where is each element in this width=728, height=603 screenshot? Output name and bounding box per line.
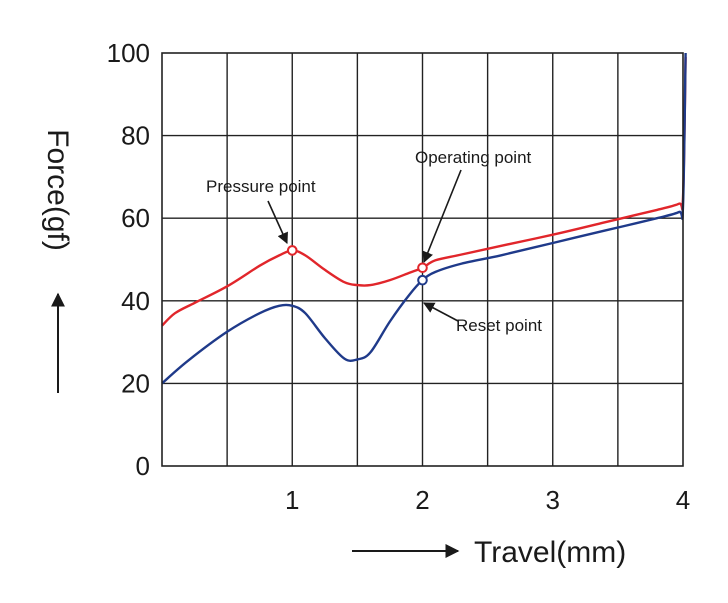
x-axis-title: Travel(mm) <box>474 536 626 569</box>
annotations: Pressure point Operating point Reset point <box>206 148 542 335</box>
y-tick-label: 40 <box>121 286 150 316</box>
y-axis-title: Force(gf) <box>41 129 74 251</box>
pressure-point-marker <box>286 245 298 256</box>
reset-point-marker <box>417 274 428 286</box>
grid <box>162 53 683 466</box>
y-tick-label: 20 <box>121 368 150 398</box>
plot-border <box>161 52 684 467</box>
reset-point-arrow <box>423 302 459 322</box>
operating-point-label: Operating point <box>415 148 532 167</box>
x-tick-label: 3 <box>546 485 560 515</box>
x-tick-label: 4 <box>676 485 690 515</box>
operating-point-marker <box>417 262 428 274</box>
force-curve-return <box>161 52 687 385</box>
y-tick-label: 80 <box>121 121 150 151</box>
y-tick-label: 60 <box>121 203 150 233</box>
plot-frame <box>161 52 684 467</box>
reset-point-label: Reset point <box>456 316 542 335</box>
x-tick-label: 2 <box>415 485 429 515</box>
operating-point-arrow <box>422 169 462 264</box>
tick-labels: 0 20 40 60 80 100 1 2 3 4 <box>107 38 691 515</box>
pressure-point-label: Pressure point <box>206 177 316 196</box>
x-tick-label: 1 <box>285 485 299 515</box>
y-tick-label: 100 <box>107 38 150 68</box>
pressure-point-arrow <box>267 200 288 245</box>
force-curve-press <box>161 57 687 327</box>
y-tick-label: 0 <box>136 451 150 481</box>
curves <box>161 52 687 385</box>
